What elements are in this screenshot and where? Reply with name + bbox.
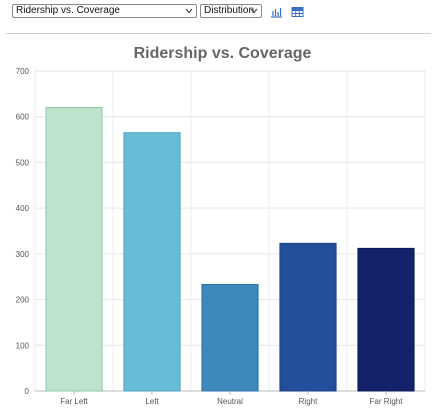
y-tick-label: 100 [16, 341, 30, 350]
view-select[interactable]: Distribution [200, 4, 262, 18]
metric-select-value: Ridership vs. Coverage [16, 5, 120, 16]
x-tick-label: Neutral [217, 397, 243, 406]
x-tick-label: Far Left [60, 397, 88, 406]
y-tick-label: 200 [16, 296, 30, 305]
y-tick-label: 400 [16, 204, 30, 213]
x-tick-label: Left [145, 397, 159, 406]
bar [357, 247, 415, 392]
view-select-value: Distribution [204, 5, 255, 16]
chart-toolbar: Ridership vs. Coverage Distribution [12, 3, 304, 19]
chevron-down-icon [184, 5, 194, 17]
bar [201, 283, 259, 392]
bar [45, 107, 103, 392]
x-tick-label: Right [299, 397, 318, 406]
y-tick-label: 0 [25, 387, 30, 396]
x-tick-label: Far Right [370, 397, 404, 406]
chart-title: Ridership vs. Coverage [133, 45, 312, 62]
y-tick-label: 600 [16, 113, 30, 122]
toolbar-divider [6, 33, 431, 34]
y-tick-label: 300 [16, 250, 30, 259]
bar [123, 132, 181, 392]
bar-chart-icon[interactable] [270, 5, 283, 18]
y-tick-label: 500 [16, 158, 30, 167]
table-icon[interactable] [291, 5, 304, 17]
metric-select[interactable]: Ridership vs. Coverage [12, 4, 197, 18]
y-tick-label: 700 [16, 67, 30, 76]
bar [279, 242, 337, 392]
chevron-down-icon [249, 5, 259, 17]
